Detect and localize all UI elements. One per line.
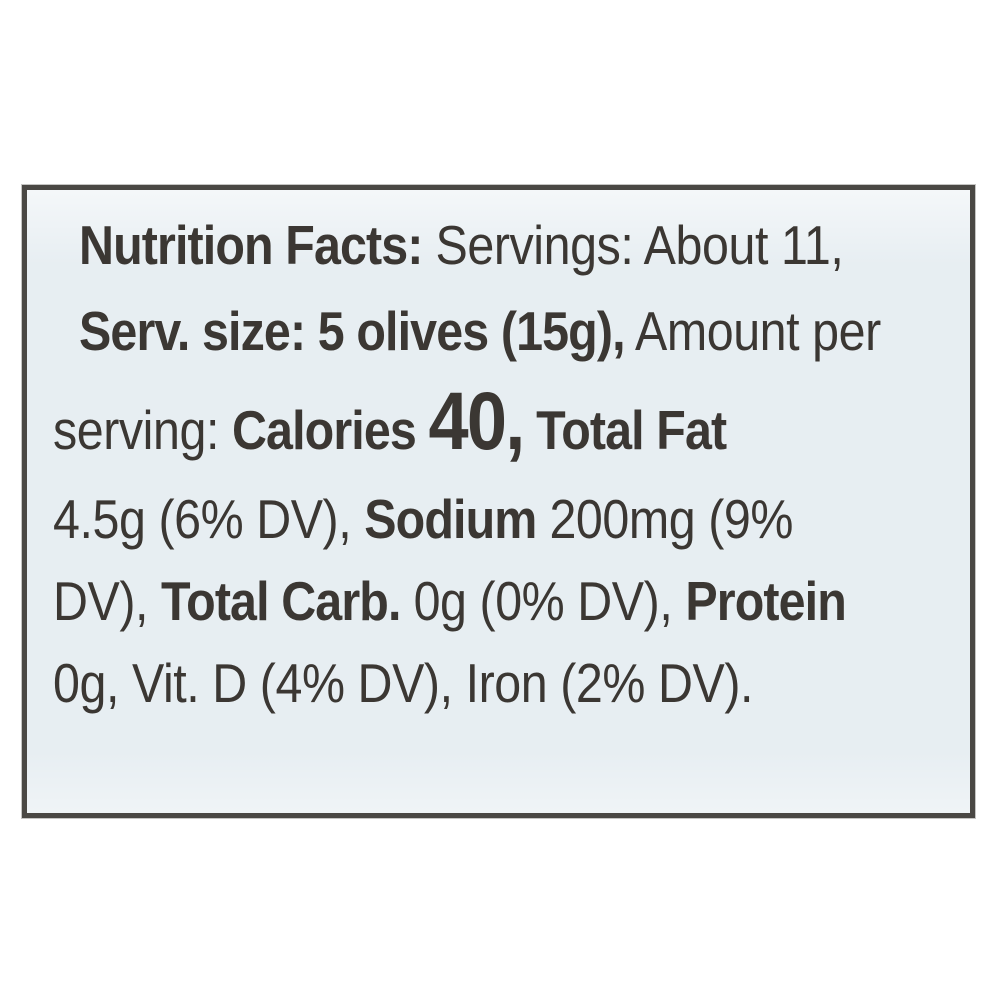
nutrition-facts-text-block: Nutrition Facts: Servings: About 11, Ser… — [53, 202, 960, 724]
nutrition-line-vitamins: 0g, Vit. D (4% DV), Iron (2% DV). — [53, 642, 851, 724]
nutrition-line-servings: Nutrition Facts: Servings: About 11, — [79, 202, 854, 288]
sodium-value: 200mg (9% — [536, 488, 794, 550]
total-fat-label: Total Fat — [523, 399, 727, 461]
nutrition-line-serving-size: Serv. size: 5 olives (15g), Amount per — [79, 288, 881, 374]
total-carb-label: Total Carb. — [161, 570, 401, 632]
nutrition-facts-heading: Nutrition Facts: — [79, 214, 423, 276]
vitamins-values: 0g, Vit. D (4% DV), Iron (2% DV). — [53, 652, 754, 714]
nutrition-line-calories: serving: Calories 40, Total Fat — [53, 374, 851, 478]
protein-label: Protein — [685, 570, 846, 632]
amount-per-label: Amount per — [624, 300, 881, 362]
sodium-dv-continuation: DV), — [53, 570, 162, 632]
calories-value: 40, — [428, 376, 525, 467]
nutrition-line-carb-protein: DV), Total Carb. 0g (0% DV), Protein — [53, 560, 851, 642]
nutrition-line-total-fat-sodium: 4.5g (6% DV), Sodium 200mg (9% — [53, 478, 851, 560]
serving-continuation: serving: — [53, 399, 232, 461]
serving-size-label: Serv. size: 5 olives (15g), — [79, 300, 626, 362]
calories-label: Calories — [231, 399, 429, 461]
total-fat-value: 4.5g (6% DV), — [53, 488, 365, 550]
servings-value: Servings: About 11, — [422, 214, 844, 276]
total-carb-value: 0g (0% DV), — [400, 570, 686, 632]
sodium-label: Sodium — [364, 488, 537, 550]
nutrition-facts-panel: Nutrition Facts: Servings: About 11, Ser… — [22, 185, 975, 818]
